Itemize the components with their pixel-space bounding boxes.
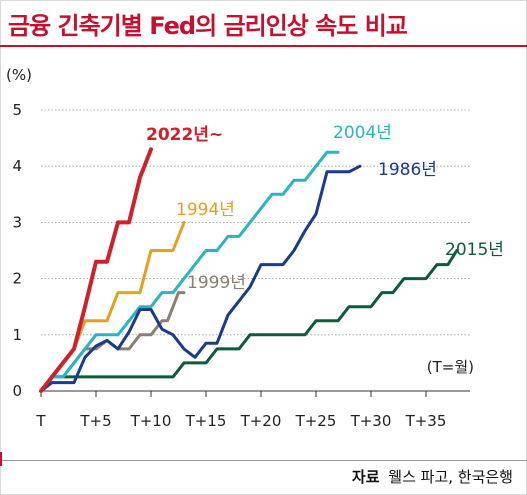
y-tick-label: 4: [12, 157, 22, 175]
series-labels: 2015년 1999년 1994년 2004년 1986년 2022년~: [146, 123, 504, 293]
x-tick-label: T+15: [185, 412, 227, 430]
x-tick-label: T: [35, 412, 46, 430]
source-label: 자료: [351, 468, 380, 486]
source-text: 웰스 파고, 한국은행: [388, 468, 513, 486]
source-note: 자료 웰스 파고, 한국은행: [352, 466, 513, 487]
series-label: 2022년~: [146, 125, 223, 145]
y-tick-label: 2: [12, 270, 22, 288]
series-label: 2004년: [333, 123, 392, 143]
series-label: 1994년: [176, 200, 235, 220]
x-tick-label: T+25: [295, 412, 337, 430]
series-line-5: [39, 147, 153, 393]
x-unit-note: (T=월): [427, 358, 474, 376]
x-tick-label: T+10: [130, 412, 172, 430]
footer-rule: [0, 460, 527, 461]
page-title: 금융 긴축기별 Fed의 금리인상 속도 비교: [8, 12, 408, 40]
x-tick-label: T+20: [240, 412, 282, 430]
y-tick-label: 0: [12, 382, 22, 400]
x-tick-label: T+35: [405, 412, 447, 430]
title-rule: [0, 45, 527, 47]
footer-accent-mark: [0, 452, 2, 466]
x-tick-label: T+5: [79, 412, 111, 430]
series-lines: [39, 147, 459, 393]
y-tick-label: 5: [12, 101, 22, 119]
y-axis-unit: (%): [6, 66, 32, 84]
axes: 0 1 2 3 4 5 (%) T T+5 T+10 T+15 T+20 T+25 T+30 T+35 (T=…: [6, 66, 474, 430]
series-line-4: [39, 164, 362, 393]
x-tick-label: T+30: [350, 412, 392, 430]
series-line-0: [39, 249, 459, 393]
series-label: 1986년: [378, 160, 437, 180]
grid-lines: [41, 109, 470, 392]
y-tick-label: 3: [12, 213, 22, 231]
series-line-3: [39, 150, 340, 393]
series-label: 2015년: [445, 240, 504, 260]
y-tick-label: 1: [12, 326, 22, 344]
series-label: 1999년: [187, 273, 246, 293]
